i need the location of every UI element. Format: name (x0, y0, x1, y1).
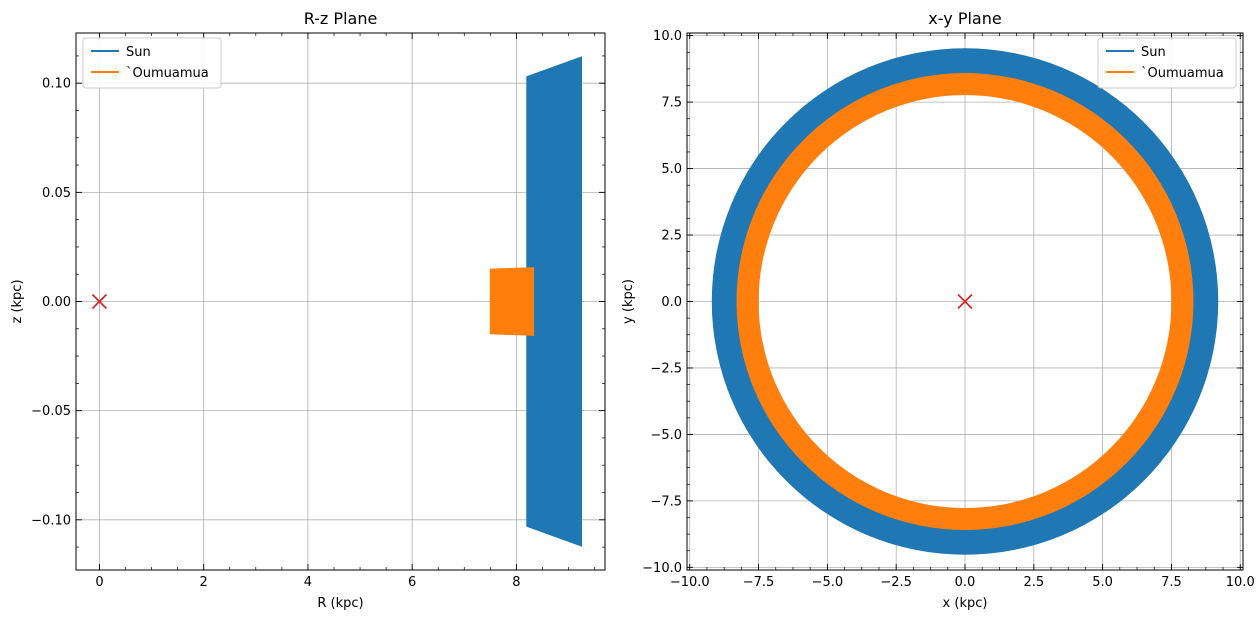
y-tick-label: 0.10 (42, 77, 71, 92)
y-tick-label: −5.0 (650, 428, 682, 443)
y-tick-label: 5.0 (661, 162, 682, 177)
x-tick-label: 4 (304, 575, 312, 590)
y-axis-label: y (kpc) (621, 279, 636, 324)
x-tick-label: 6 (408, 575, 416, 590)
x-tick-label: 2 (200, 575, 208, 590)
x-axis-label: x (kpc) (943, 596, 988, 611)
legend-label-oumuamua: `Oumuamua (126, 66, 209, 81)
y-tick-label: 0.05 (42, 186, 71, 201)
legend-label-oumuamua: `Oumuamua (1141, 66, 1224, 81)
series-oumuamua-orbit (489, 267, 535, 336)
y-tick-label: 10.0 (653, 29, 682, 44)
legend: Sun `Oumuamua (1097, 37, 1237, 89)
legend-label-sun: Sun (126, 45, 151, 60)
chart-title: R-z Plane (304, 9, 378, 28)
rz-plane-panel: 0 2 4 6 8 −0.10 −0.05 0.00 0.05 0.10 R-z Plane R (k… (10, 9, 606, 611)
x-tick-label: 5.0 (1092, 575, 1113, 590)
center-marker-stroke (957, 293, 973, 310)
x-tick-label: 0 (95, 575, 103, 590)
galactic-center-marker (957, 293, 973, 310)
y-tick-label: −0.05 (31, 404, 71, 419)
x-tick-label: −5.0 (812, 575, 844, 590)
y-tick-label: −0.10 (31, 513, 71, 528)
data-layer (489, 56, 582, 547)
x-tick-label: −7.5 (743, 575, 775, 590)
x-tick-label: 0.0 (955, 575, 976, 590)
x-axis-label: R (kpc) (317, 596, 363, 611)
chart-title: x-y Plane (928, 9, 1001, 28)
galactic-center-marker (91, 293, 108, 310)
axes-frame (686, 32, 1244, 571)
xy-plane-panel: −10.0 −7.5 −5.0 −2.5 0.0 2.5 5.0 7.5 10.0 −10.0 −7… (621, 9, 1255, 611)
y-tick-label: −7.5 (650, 494, 682, 509)
x-tick-label: 7.5 (1161, 575, 1182, 590)
y-tick-label: 0.0 (661, 295, 682, 310)
y-tick-label: 0.00 (42, 295, 71, 310)
x-tick-label: −2.5 (880, 575, 912, 590)
y-tick-label: 7.5 (661, 96, 682, 111)
x-tick-label: 8 (512, 575, 520, 590)
x-tick-label: 10.0 (1226, 575, 1255, 590)
y-axis-label: z (kpc) (10, 279, 25, 323)
y-tick-label: −2.5 (650, 361, 682, 376)
series-sun-orbit (526, 56, 582, 547)
x-tick-label: 2.5 (1023, 575, 1044, 590)
y-tick-label: −10.0 (642, 561, 682, 576)
legend: Sun `Oumuamua (82, 37, 222, 89)
legend-label-sun: Sun (1141, 45, 1166, 60)
y-tick-label: 2.5 (661, 229, 682, 244)
axes-frame (75, 32, 606, 571)
x-tick-label: −10.0 (670, 575, 710, 590)
center-marker-stroke (91, 293, 108, 310)
